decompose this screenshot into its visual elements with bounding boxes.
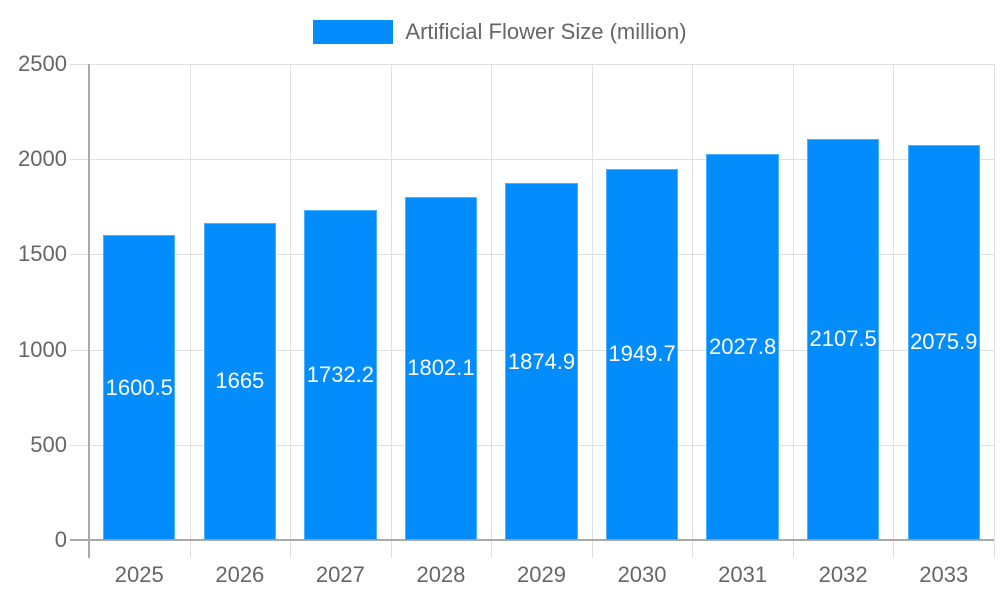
x-axis-tick-mark bbox=[994, 540, 995, 558]
x-axis-tick-label: 2025 bbox=[114, 562, 164, 587]
y-axis-tick-label: 2500 bbox=[18, 51, 67, 76]
x-axis-tick-label: 2031 bbox=[718, 562, 768, 587]
gridline-horizontal bbox=[70, 64, 994, 65]
gridline-vertical bbox=[190, 64, 191, 540]
x-axis-tick-mark bbox=[592, 540, 593, 558]
x-axis-tick-label: 2030 bbox=[617, 562, 667, 587]
gridline-horizontal bbox=[70, 159, 994, 160]
y-axis-tick-label: 0 bbox=[54, 527, 67, 552]
bar-2029[interactable] bbox=[505, 183, 578, 540]
bar-value-label: 2107.5 bbox=[809, 326, 877, 352]
bar-value-label: 2027.8 bbox=[708, 333, 777, 359]
x-axis-tick-label: 2033 bbox=[919, 562, 969, 587]
legend-swatch[interactable] bbox=[313, 20, 394, 44]
bar-2028[interactable] bbox=[404, 196, 478, 540]
x-axis-tick-label: 2028 bbox=[416, 562, 466, 587]
bar-value-label: 1802.1 bbox=[407, 355, 475, 381]
gridline-vertical bbox=[491, 64, 492, 540]
x-axis-tick-mark bbox=[793, 540, 794, 558]
x-axis-tick-label: 2032 bbox=[818, 562, 868, 587]
bar-2033[interactable] bbox=[907, 144, 980, 540]
x-axis-line bbox=[70, 539, 994, 541]
bar-value-label: 1949.7 bbox=[608, 341, 676, 367]
chart-legend: Artificial Flower Size (million) bbox=[0, 18, 1000, 46]
bar-value-label: 1732.2 bbox=[306, 362, 375, 388]
x-axis-tick-mark bbox=[190, 540, 191, 558]
gridline-vertical bbox=[692, 64, 693, 540]
y-axis-line bbox=[88, 64, 90, 558]
bar-2032[interactable] bbox=[806, 138, 880, 540]
x-axis-tick-label: 2026 bbox=[215, 562, 265, 587]
y-axis-tick-label: 500 bbox=[30, 431, 67, 457]
y-axis-tick-label: 2000 bbox=[18, 146, 67, 172]
bar-value-label: 1665 bbox=[215, 368, 265, 394]
bar-value-label: 2075.9 bbox=[910, 329, 978, 355]
x-axis-tick-mark bbox=[391, 540, 392, 558]
legend-label[interactable]: Artificial Flower Size (million) bbox=[405, 19, 687, 44]
bar-2031[interactable] bbox=[706, 153, 779, 540]
x-axis-tick-mark bbox=[893, 540, 894, 558]
bar-2025[interactable] bbox=[103, 235, 176, 540]
gridline-vertical bbox=[592, 64, 593, 540]
bar-2026[interactable] bbox=[203, 222, 277, 540]
x-axis-tick-mark bbox=[290, 540, 291, 558]
gridline-vertical bbox=[290, 64, 291, 540]
bar-value-label: 1600.5 bbox=[105, 374, 173, 400]
x-axis-tick-mark bbox=[491, 540, 492, 558]
bar-value-label: 1874.9 bbox=[507, 348, 576, 374]
bar-2030[interactable] bbox=[605, 168, 679, 540]
gridline-vertical bbox=[391, 64, 392, 540]
x-axis-tick-mark bbox=[692, 540, 693, 558]
x-axis-tick-label: 2029 bbox=[517, 562, 566, 587]
gridline-vertical bbox=[893, 64, 894, 540]
gridline-vertical bbox=[793, 64, 794, 540]
gridline-vertical bbox=[994, 64, 995, 540]
x-axis-tick-label: 2027 bbox=[315, 562, 365, 587]
y-axis-tick-label: 1500 bbox=[18, 241, 67, 267]
bar-2027[interactable] bbox=[304, 210, 377, 540]
y-axis-tick-label: 1000 bbox=[18, 336, 67, 362]
